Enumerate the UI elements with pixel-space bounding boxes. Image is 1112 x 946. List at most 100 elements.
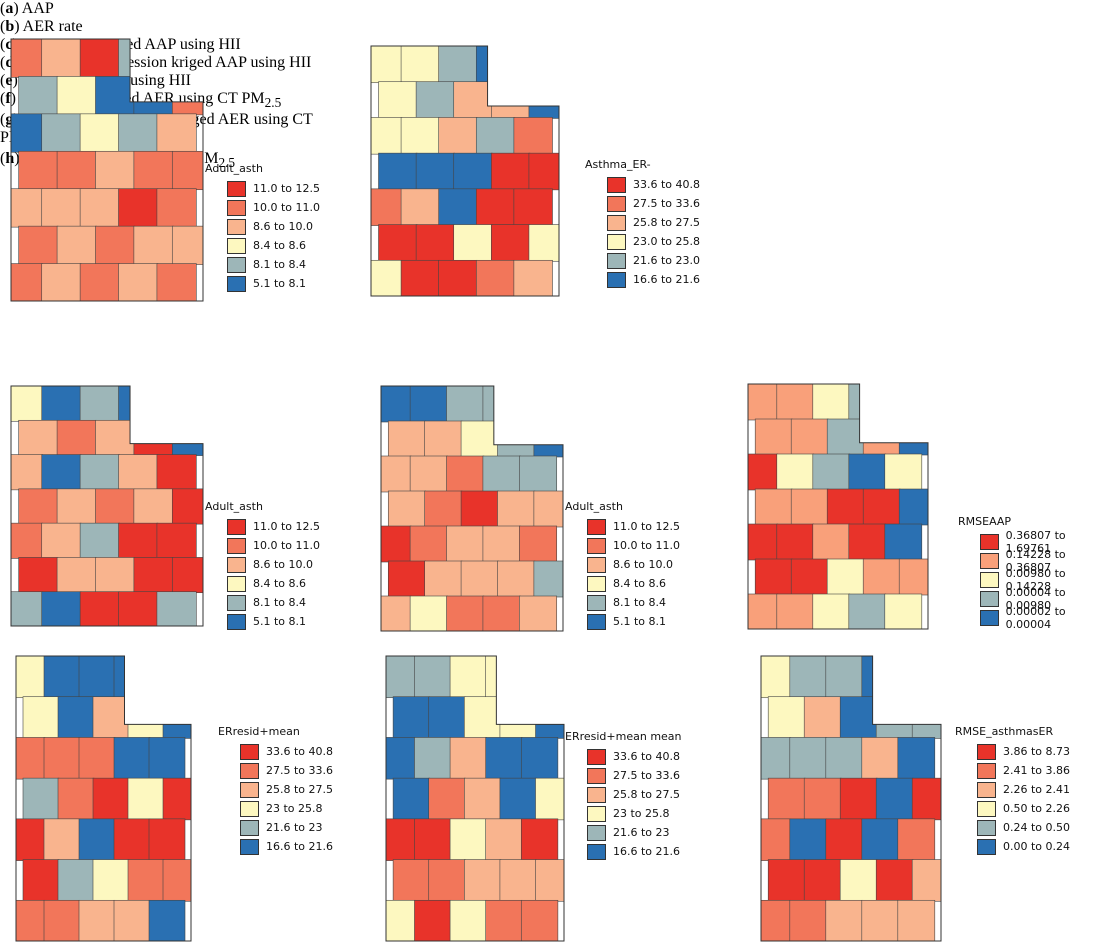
- county: [385, 819, 415, 861]
- county: [885, 454, 922, 490]
- legend-label: 16.6 to 21.6: [613, 845, 680, 858]
- legend-label: 8.1 to 8.4: [613, 596, 666, 609]
- legend-swatch: [980, 591, 999, 607]
- county: [79, 819, 115, 861]
- legend-title: Asthma_ER-: [585, 158, 700, 171]
- county: [414, 656, 451, 698]
- county: [114, 900, 150, 942]
- county: [134, 557, 173, 592]
- county: [790, 737, 827, 779]
- map: [380, 385, 564, 632]
- county: [95, 557, 134, 592]
- county: [439, 260, 478, 297]
- map: [15, 655, 192, 942]
- county: [80, 264, 119, 302]
- figure: (a) AAPAdult_asth11.0 to 12.510.0 to 11.…: [0, 0, 1112, 946]
- county: [439, 46, 478, 83]
- county: [149, 900, 185, 942]
- legend-swatch: [227, 200, 246, 216]
- legend-swatch: [227, 181, 246, 197]
- legend: Asthma_ER- 33.6 to 40.8 27.5 to 33.6 25.8 t…: [585, 158, 700, 289]
- legend-swatch: [240, 839, 259, 855]
- county: [514, 260, 553, 297]
- county: [536, 697, 565, 739]
- legend-title: Adult_asth: [205, 500, 320, 513]
- county: [57, 420, 96, 455]
- county: [416, 153, 455, 190]
- county: [57, 489, 96, 524]
- legend-label: 33.6 to 40.8: [266, 745, 333, 758]
- legend: RMSE_asthmasER3.86 to 8.732.41 to 3.862.…: [955, 725, 1070, 856]
- legend-item: 5.1 to 8.1: [227, 612, 320, 631]
- county: [114, 656, 150, 698]
- county: [19, 420, 58, 455]
- county: [483, 596, 520, 632]
- county: [149, 737, 185, 779]
- county: [119, 523, 158, 558]
- legend-label: 10.0 to 11.0: [613, 539, 680, 552]
- legend-swatch: [227, 576, 246, 592]
- county: [899, 419, 929, 455]
- legend-swatch: [587, 844, 606, 860]
- legend-label: 8.6 to 10.0: [253, 220, 313, 233]
- county: [747, 454, 778, 490]
- legend-label: 23.0 to 25.8: [633, 235, 700, 248]
- county: [500, 860, 537, 902]
- legend-item: 8.4 to 8.6: [587, 574, 680, 593]
- map: [10, 385, 204, 627]
- legend-label: 8.6 to 10.0: [613, 558, 673, 571]
- county: [486, 819, 523, 861]
- county: [514, 46, 553, 83]
- legend: Adult_asth11.0 to 12.510.0 to 11.08.6 to…: [205, 500, 320, 631]
- county: [912, 697, 942, 739]
- county: [114, 737, 150, 779]
- county: [42, 114, 81, 152]
- county: [119, 189, 158, 227]
- county: [747, 524, 778, 560]
- county: [44, 737, 80, 779]
- legend-item: 21.6 to 23.0: [607, 251, 700, 270]
- legend-label: 16.6 to 21.6: [633, 273, 700, 286]
- legend-label: 27.5 to 33.6: [633, 197, 700, 210]
- county: [410, 526, 447, 562]
- legend-swatch: [240, 744, 259, 760]
- legend-swatch: [980, 572, 999, 588]
- legend-swatch: [980, 534, 999, 550]
- legend-item: 5.1 to 8.1: [227, 274, 320, 293]
- panel-caption: (b) AER rate: [0, 18, 200, 36]
- county: [898, 900, 935, 942]
- county: [410, 386, 447, 422]
- county: [80, 39, 119, 77]
- county: [429, 697, 466, 739]
- county: [80, 386, 119, 421]
- legend-item: 27.5 to 33.6: [240, 761, 333, 780]
- county: [450, 656, 487, 698]
- legend-label: 21.6 to 23: [266, 821, 323, 834]
- legend-item: 8.1 to 8.4: [227, 593, 320, 612]
- county: [529, 225, 560, 262]
- county: [10, 264, 43, 302]
- county: [486, 656, 523, 698]
- county: [95, 151, 134, 189]
- legend-item: 8.1 to 8.4: [587, 593, 680, 612]
- legend-item: 5.1 to 8.1: [587, 612, 680, 631]
- county: [777, 384, 814, 420]
- county: [514, 189, 553, 226]
- legend-label: 8.4 to 8.6: [613, 577, 666, 590]
- map: [760, 655, 942, 942]
- legend-label: 33.6 to 40.8: [633, 178, 700, 191]
- county: [23, 697, 59, 739]
- legend-swatch: [607, 253, 626, 269]
- county: [388, 491, 425, 527]
- county: [134, 76, 173, 114]
- county: [79, 737, 115, 779]
- county: [57, 76, 96, 114]
- legend-swatch: [587, 768, 606, 784]
- legend-label: 25.8 to 27.5: [633, 216, 700, 229]
- legend-swatch: [977, 782, 996, 798]
- county: [410, 456, 447, 492]
- county: [826, 900, 863, 942]
- legend-swatch: [227, 276, 246, 292]
- county: [172, 489, 204, 524]
- legend-item: 0.24 to 0.50: [977, 818, 1070, 837]
